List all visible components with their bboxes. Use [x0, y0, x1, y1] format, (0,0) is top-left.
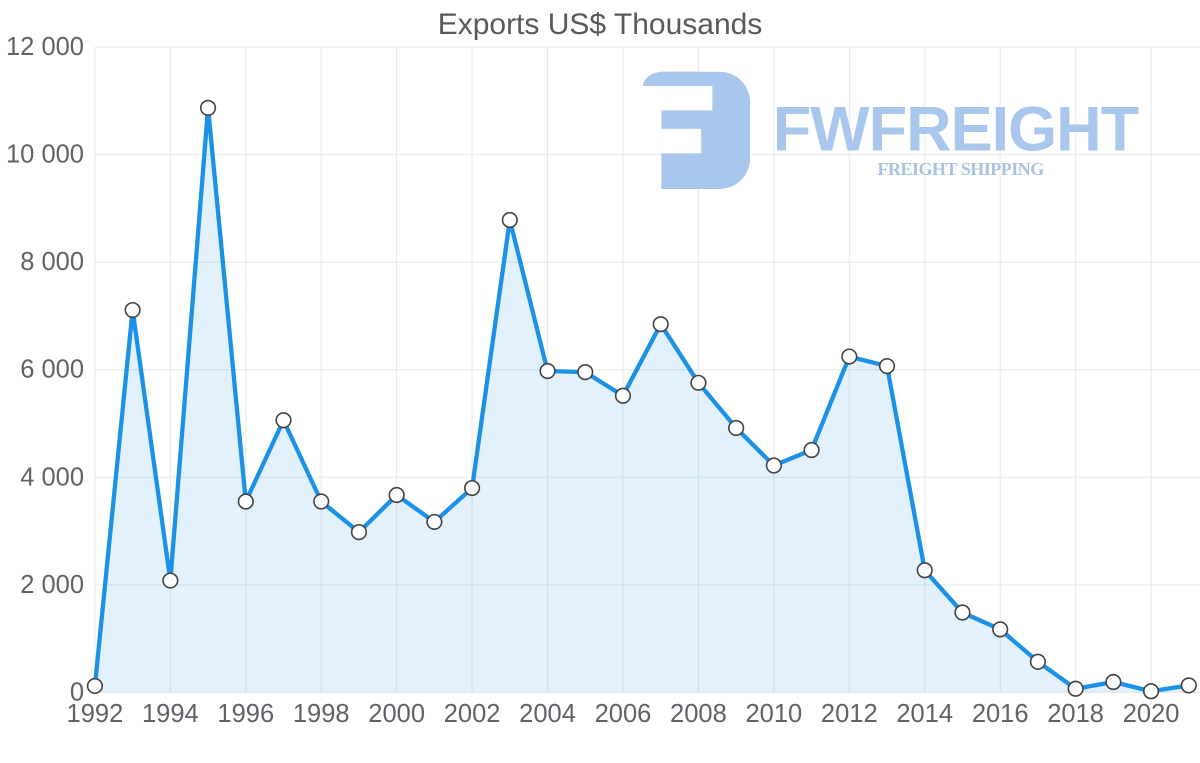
svg-text:8 000: 8 000 — [20, 248, 84, 276]
svg-text:1994: 1994 — [142, 700, 199, 728]
svg-text:6 000: 6 000 — [20, 356, 84, 384]
svg-text:2010: 2010 — [745, 700, 802, 728]
svg-text:1992: 1992 — [67, 700, 124, 728]
svg-text:2000: 2000 — [368, 700, 425, 728]
svg-text:4 000: 4 000 — [20, 463, 84, 491]
svg-text:2002: 2002 — [444, 700, 501, 728]
svg-text:1996: 1996 — [217, 700, 274, 728]
svg-text:1998: 1998 — [293, 700, 350, 728]
svg-text:2004: 2004 — [519, 700, 576, 728]
svg-text:2012: 2012 — [821, 700, 878, 728]
svg-text:FWFREIGHT: FWFREIGHT — [773, 95, 1139, 165]
svg-text:FREIGHT SHIPPING: FREIGHT SHIPPING — [878, 159, 1045, 179]
svg-text:2016: 2016 — [972, 700, 1029, 728]
svg-text:2006: 2006 — [595, 700, 652, 728]
svg-text:10 000: 10 000 — [6, 141, 84, 169]
svg-text:2018: 2018 — [1047, 700, 1104, 728]
svg-text:2014: 2014 — [896, 700, 953, 728]
svg-text:2020: 2020 — [1123, 700, 1180, 728]
svg-text:2008: 2008 — [670, 700, 727, 728]
svg-text:2 000: 2 000 — [20, 571, 84, 599]
